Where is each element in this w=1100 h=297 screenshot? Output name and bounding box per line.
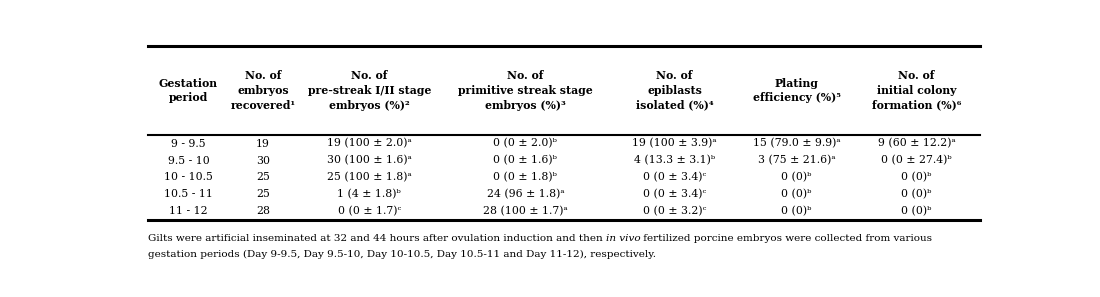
Text: 3 (75 ± 21.6)ᵃ: 3 (75 ± 21.6)ᵃ <box>758 155 835 166</box>
Text: No. of
embryos
recovered¹: No. of embryos recovered¹ <box>231 70 296 110</box>
Text: in vivo: in vivo <box>606 233 640 243</box>
Text: 0 (0 ± 1.6)ᵇ: 0 (0 ± 1.6)ᵇ <box>494 155 558 166</box>
Text: 4 (13.3 ± 3.1)ᵇ: 4 (13.3 ± 3.1)ᵇ <box>634 155 715 166</box>
Text: 0 (0 ± 1.7)ᶜ: 0 (0 ± 1.7)ᶜ <box>338 206 400 217</box>
Text: 25 (100 ± 1.8)ᵃ: 25 (100 ± 1.8)ᵃ <box>327 172 411 183</box>
Text: 19 (100 ± 2.0)ᵃ: 19 (100 ± 2.0)ᵃ <box>327 138 411 149</box>
Text: No. of
primitive streak stage
embryos (%)³: No. of primitive streak stage embryos (%… <box>458 70 593 110</box>
Text: 9.5 - 10: 9.5 - 10 <box>167 156 209 165</box>
Text: 0 (0)ᵇ: 0 (0)ᵇ <box>781 206 812 217</box>
Text: 28 (100 ± 1.7)ᵃ: 28 (100 ± 1.7)ᵃ <box>483 206 568 217</box>
Text: Gilts were artificial inseminated at 32 and 44 hours after ovulation induction a: Gilts were artificial inseminated at 32 … <box>147 233 606 243</box>
Text: 30 (100 ± 1.6)ᵃ: 30 (100 ± 1.6)ᵃ <box>327 155 411 166</box>
Text: 19: 19 <box>256 139 270 148</box>
Text: 0 (0)ᵇ: 0 (0)ᵇ <box>781 189 812 200</box>
Text: 0 (0)ᵇ: 0 (0)ᵇ <box>901 189 932 200</box>
Text: 0 (0)ᵇ: 0 (0)ᵇ <box>901 172 932 183</box>
Text: 1 (4 ± 1.8)ᵇ: 1 (4 ± 1.8)ᵇ <box>338 189 402 200</box>
Text: fertilized porcine embryos were collected from various: fertilized porcine embryos were collecte… <box>640 233 933 243</box>
Text: 0 (0)ᵇ: 0 (0)ᵇ <box>781 172 812 183</box>
Text: 0 (0)ᵇ: 0 (0)ᵇ <box>901 206 932 217</box>
Text: 25: 25 <box>256 189 270 199</box>
Text: 0 (0 ± 2.0)ᵇ: 0 (0 ± 2.0)ᵇ <box>494 138 558 149</box>
Text: 10.5 - 11: 10.5 - 11 <box>164 189 213 199</box>
Text: 15 (79.0 ± 9.9)ᵃ: 15 (79.0 ± 9.9)ᵃ <box>752 138 840 149</box>
Text: 0 (0 ± 3.4)ᶜ: 0 (0 ± 3.4)ᶜ <box>642 189 706 200</box>
Text: 0 (0 ± 1.8)ᵇ: 0 (0 ± 1.8)ᵇ <box>494 172 558 183</box>
Text: 28: 28 <box>256 206 270 216</box>
Text: 25: 25 <box>256 173 270 182</box>
Text: No. of
pre-streak I/II stage
embryos (%)²: No. of pre-streak I/II stage embryos (%)… <box>308 70 431 110</box>
Text: Gestation
period: Gestation period <box>158 78 218 103</box>
Text: Plating
efficiency (%)⁵: Plating efficiency (%)⁵ <box>752 78 840 103</box>
Text: 30: 30 <box>256 156 270 165</box>
Text: 9 (60 ± 12.2)ᵃ: 9 (60 ± 12.2)ᵃ <box>878 138 955 149</box>
Text: 9 - 9.5: 9 - 9.5 <box>172 139 206 148</box>
Text: No. of
initial colony
formation (%)⁶: No. of initial colony formation (%)⁶ <box>872 70 961 110</box>
Text: 0 (0 ± 3.4)ᶜ: 0 (0 ± 3.4)ᶜ <box>642 172 706 183</box>
Text: 24 (96 ± 1.8)ᵃ: 24 (96 ± 1.8)ᵃ <box>486 189 564 200</box>
Text: 11 - 12: 11 - 12 <box>169 206 208 216</box>
Text: 10 - 10.5: 10 - 10.5 <box>164 173 213 182</box>
Text: No. of
epiblasts
isolated (%)⁴: No. of epiblasts isolated (%)⁴ <box>636 70 714 110</box>
Text: 19 (100 ± 3.9)ᵃ: 19 (100 ± 3.9)ᵃ <box>632 138 717 149</box>
Text: 0 (0 ± 3.2)ᶜ: 0 (0 ± 3.2)ᶜ <box>642 206 706 217</box>
Text: 0 (0 ± 27.4)ᵇ: 0 (0 ± 27.4)ᵇ <box>881 155 952 166</box>
Text: gestation periods (Day 9-9.5, Day 9.5-10, Day 10-10.5, Day 10.5-11 and Day 11-12: gestation periods (Day 9-9.5, Day 9.5-10… <box>147 249 656 259</box>
